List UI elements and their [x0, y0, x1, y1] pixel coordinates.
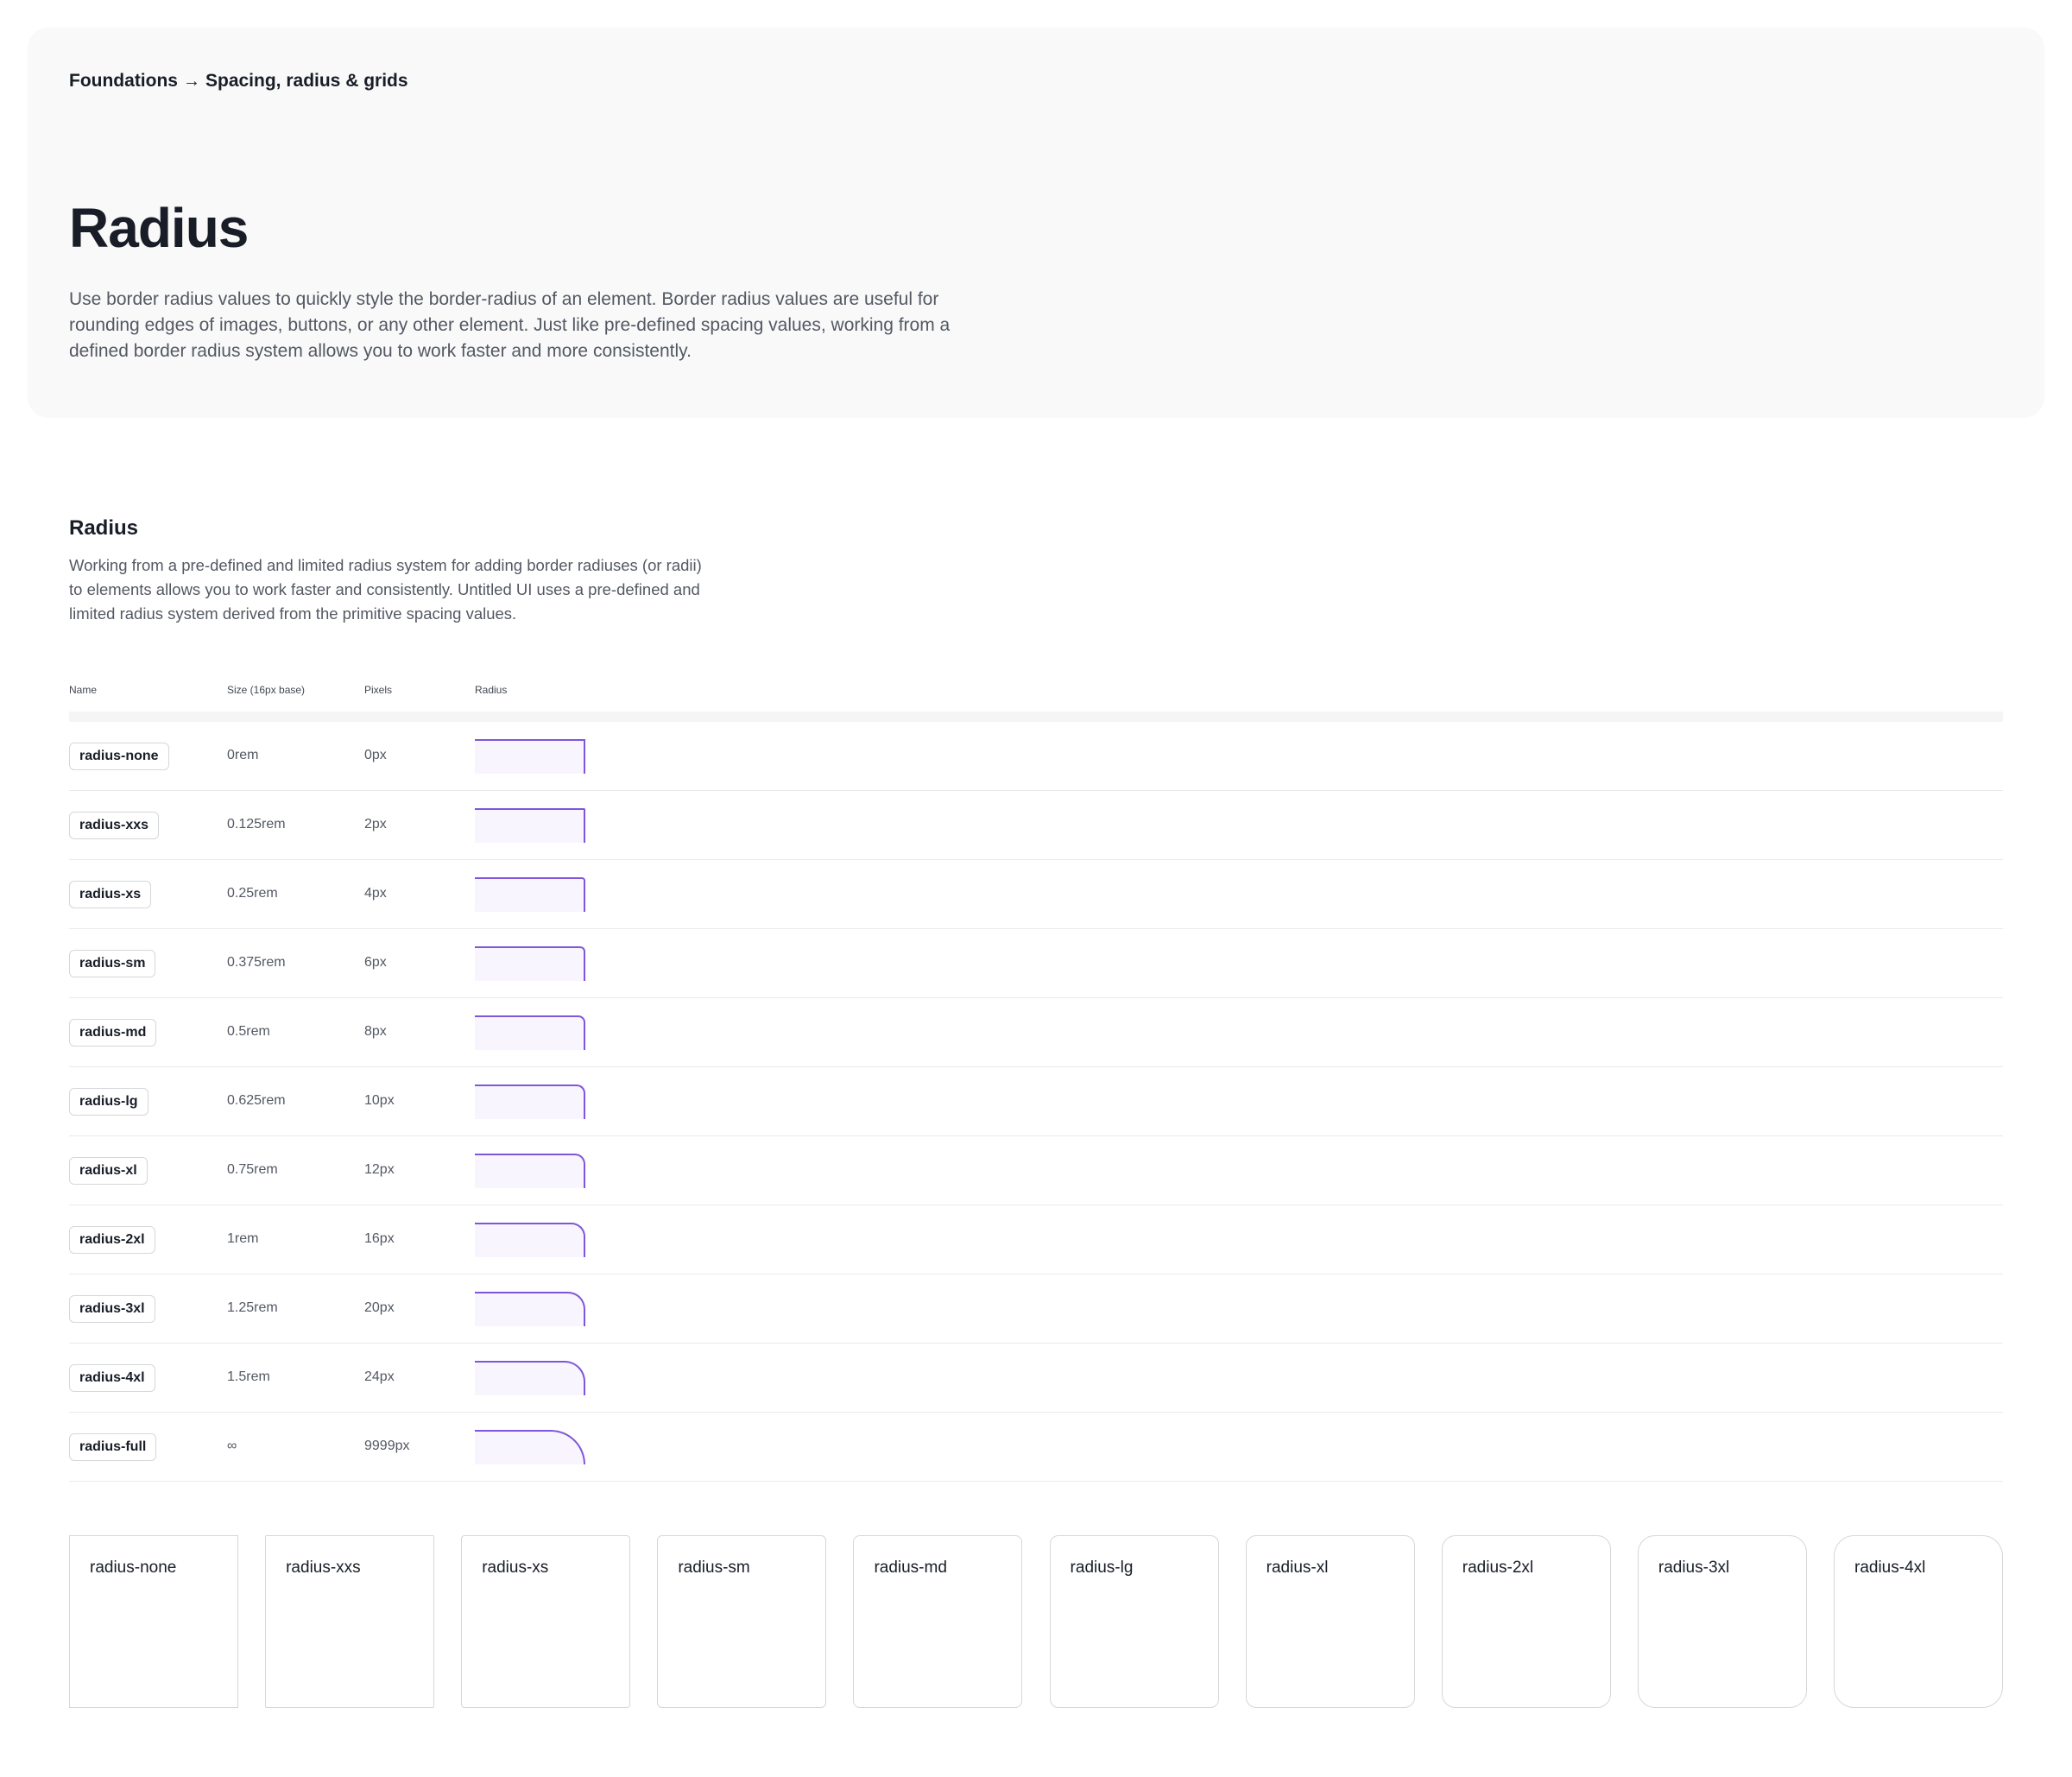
radius-card: radius-xs	[461, 1535, 631, 1708]
table-row: radius-4xl 1.5rem 24px	[69, 1344, 2003, 1413]
size-value: 0.375rem	[227, 955, 286, 970]
radius-card: radius-3xl	[1637, 1535, 1807, 1708]
column-header-pixels: Pixels	[364, 684, 393, 696]
pixel-value: 4px	[364, 886, 387, 901]
size-value: 0.75rem	[227, 1162, 278, 1177]
radius-card: radius-sm	[657, 1535, 827, 1708]
pixel-value: 9999px	[364, 1439, 410, 1453]
arrow-right-icon: →	[182, 72, 200, 91]
table-body: radius-none 0rem 0px radius-xxs 0.125rem 2px r…	[69, 722, 2003, 1482]
table-row: radius-xs 0.25rem 4px	[69, 860, 2003, 929]
column-header-name: Name	[69, 684, 98, 696]
table-row: radius-full ∞ 9999px	[69, 1413, 2003, 1482]
radius-card: radius-4xl	[1834, 1535, 2003, 1708]
radius-swatch	[475, 808, 585, 843]
table-row: radius-2xl 1rem 16px	[69, 1205, 2003, 1274]
radius-card: radius-lg	[1049, 1535, 1219, 1708]
table-row: radius-sm 0.375rem 6px	[69, 929, 2003, 998]
size-value: 0.5rem	[227, 1024, 270, 1039]
radius-card-label: radius-3xl	[1658, 1559, 1730, 1577]
radius-card-label: radius-2xl	[1462, 1559, 1534, 1577]
token-name-chip: radius-lg	[69, 1088, 148, 1116]
radius-swatch	[475, 739, 585, 774]
radius-card-label: radius-4xl	[1854, 1559, 1926, 1577]
radius-swatch	[475, 1223, 585, 1257]
radius-swatch	[475, 1085, 585, 1119]
pixel-value: 24px	[364, 1369, 395, 1384]
radius-swatch	[475, 877, 585, 912]
radius-swatch	[475, 946, 585, 981]
size-value: 0.125rem	[227, 817, 286, 832]
pixel-value: 6px	[364, 955, 387, 970]
pixel-value: 8px	[364, 1024, 387, 1039]
radius-card: radius-2xl	[1441, 1535, 1611, 1708]
token-name-chip: radius-full	[69, 1433, 157, 1461]
size-value: ∞	[227, 1439, 237, 1453]
size-value: 0rem	[227, 748, 259, 762]
radius-card-label: radius-md	[874, 1559, 947, 1577]
radius-swatch	[475, 1361, 585, 1395]
table-row: radius-xxs 0.125rem 2px	[69, 791, 2003, 860]
radius-card-label: radius-sm	[678, 1559, 750, 1577]
size-value: 1.5rem	[227, 1369, 270, 1384]
table-row: radius-lg 0.625rem 10px	[69, 1067, 2003, 1136]
section-description: Working from a pre-defined and limited r…	[69, 556, 702, 623]
pixel-value: 16px	[364, 1231, 395, 1246]
breadcrumb-parent[interactable]: Foundations	[69, 71, 178, 91]
radius-swatch	[475, 1430, 585, 1464]
radius-card-label: radius-xs	[482, 1559, 549, 1577]
radius-table: Name Size (16px base) Pixels Radius radi…	[69, 673, 2003, 1482]
table-header: Name Size (16px base) Pixels Radius	[69, 673, 2003, 722]
table-row: radius-3xl 1.25rem 20px	[69, 1274, 2003, 1344]
token-name-chip: radius-none	[69, 743, 169, 770]
radius-card-label: radius-xl	[1266, 1559, 1329, 1577]
page-description: Use border radius values to quickly styl…	[69, 289, 951, 361]
radius-card-label: radius-xxs	[286, 1559, 361, 1577]
radius-swatch	[475, 1015, 585, 1050]
radius-cards: radius-none radius-xxs radius-xs radius-sm r…	[69, 1535, 2003, 1708]
token-name-chip: radius-xl	[69, 1157, 148, 1185]
table-row: radius-none 0rem 0px	[69, 722, 2003, 791]
size-value: 1rem	[227, 1231, 259, 1246]
table-row: radius-xl 0.75rem 12px	[69, 1136, 2003, 1205]
radius-card: radius-none	[69, 1535, 238, 1708]
token-name-chip: radius-sm	[69, 950, 156, 977]
pixel-value: 12px	[364, 1162, 395, 1177]
pixel-value: 0px	[364, 748, 387, 762]
size-value: 0.625rem	[227, 1093, 286, 1108]
radius-swatch	[475, 1292, 585, 1326]
size-value: 1.25rem	[227, 1300, 278, 1315]
token-name-chip: radius-4xl	[69, 1364, 155, 1392]
radius-swatch	[475, 1154, 585, 1188]
radius-card: radius-xxs	[265, 1535, 435, 1708]
radius-card-label: radius-none	[90, 1559, 177, 1577]
token-name-chip: radius-3xl	[69, 1295, 155, 1323]
page-title: Radius	[69, 197, 249, 259]
section-title: Radius	[69, 516, 139, 540]
breadcrumb-current: Spacing, radius & grids	[205, 71, 408, 91]
pixel-value: 2px	[364, 817, 387, 832]
hero-panel: Foundations → Spacing, radius & grids Ra…	[28, 28, 2044, 418]
token-name-chip: radius-xs	[69, 881, 152, 908]
radius-card-label: radius-lg	[1070, 1559, 1134, 1577]
radius-card: radius-xl	[1245, 1535, 1415, 1708]
table-row: radius-md 0.5rem 8px	[69, 998, 2003, 1067]
pixel-value: 20px	[364, 1300, 395, 1315]
token-name-chip: radius-xxs	[69, 812, 160, 839]
radius-card: radius-md	[853, 1535, 1023, 1708]
token-name-chip: radius-2xl	[69, 1226, 155, 1254]
token-name-chip: radius-md	[69, 1019, 157, 1047]
column-header-size: Size (16px base)	[227, 684, 306, 696]
column-header-radius: Radius	[475, 684, 508, 696]
size-value: 0.25rem	[227, 886, 278, 901]
pixel-value: 10px	[364, 1093, 395, 1108]
breadcrumb: Foundations → Spacing, radius & grids	[69, 71, 408, 92]
